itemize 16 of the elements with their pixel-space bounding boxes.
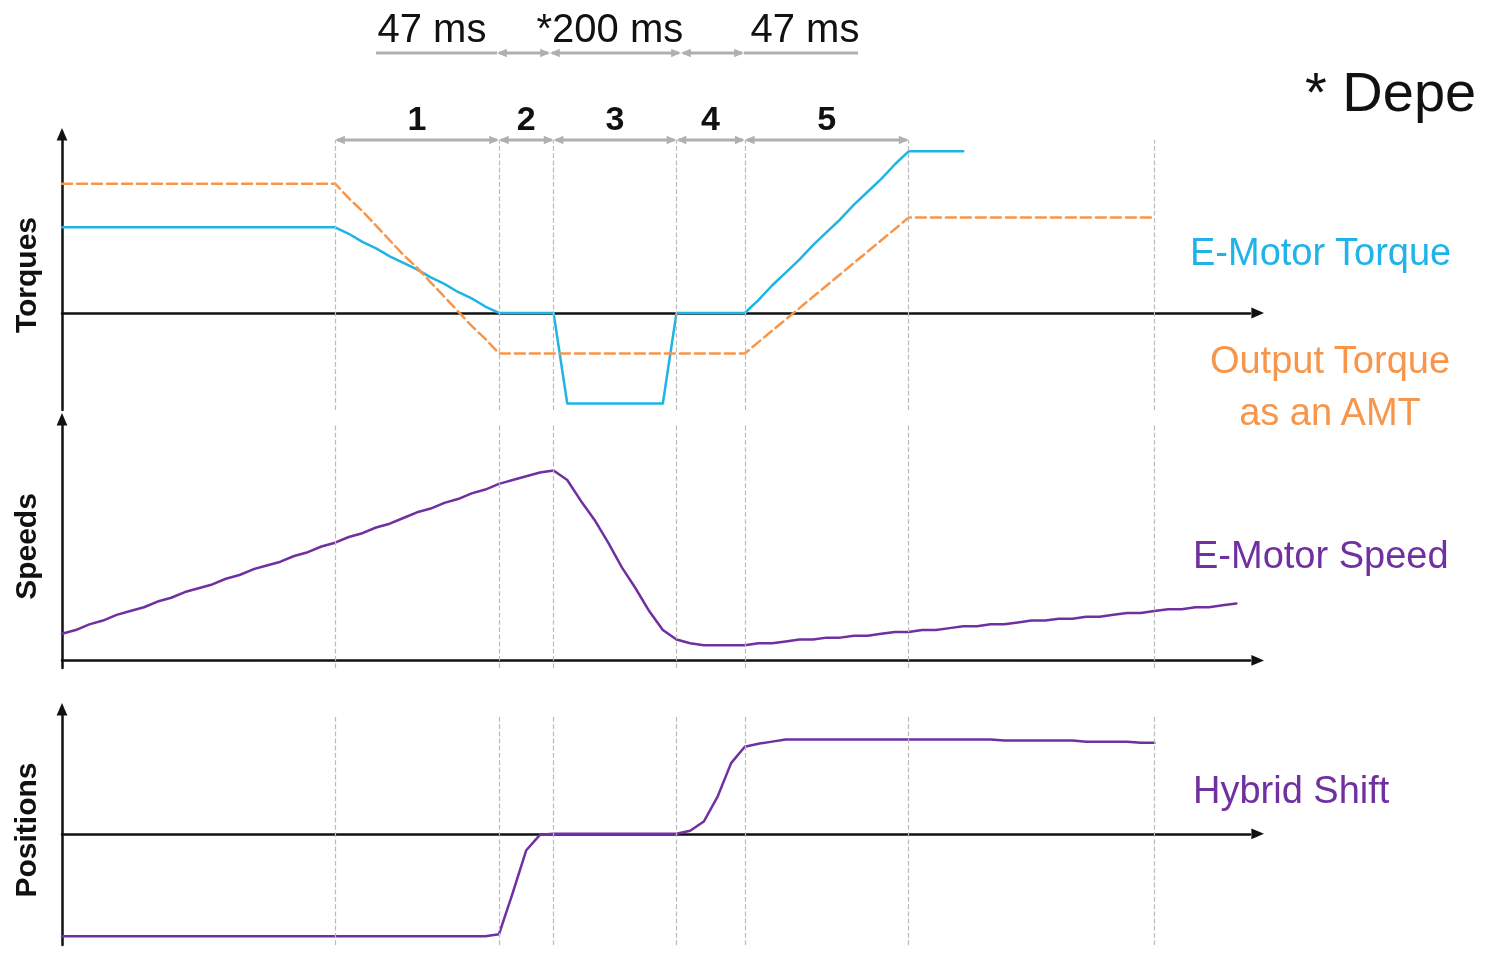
y-axis-title: Speeds (8, 493, 42, 600)
text: 3 (605, 98, 625, 138)
text: 5 (817, 98, 837, 138)
text: 2 (516, 98, 536, 138)
text: Output Torque as an AMT (1208, 338, 1452, 435)
text: 1 (407, 98, 427, 138)
text: * Depe (1305, 60, 1477, 125)
text: 47 ms (377, 5, 487, 51)
y-axis-title: Positions (8, 762, 42, 898)
text: 47 ms (750, 5, 860, 51)
y-axis-title: Torques (8, 216, 42, 334)
text: 4 (701, 98, 721, 138)
series-label: Hybrid Shift (1193, 768, 1391, 813)
series-label: E-Motor Speed (1193, 533, 1450, 578)
text: *200 ms (536, 5, 684, 51)
text: E-Motor Torque (1190, 230, 1453, 275)
